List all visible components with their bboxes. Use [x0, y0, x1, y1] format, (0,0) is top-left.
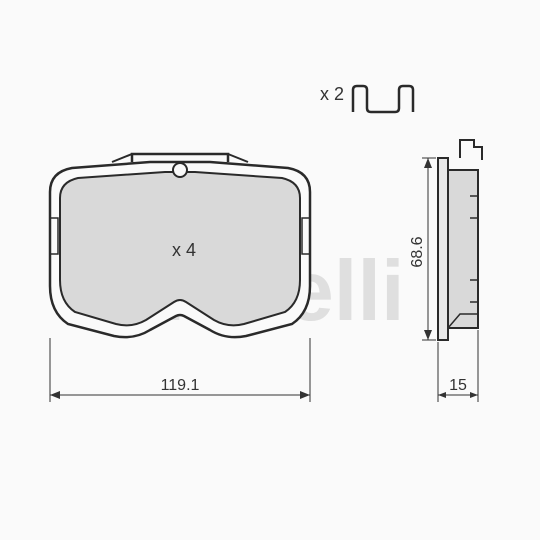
thickness-value: 15 — [449, 377, 467, 394]
front-qty-label: x 4 — [172, 240, 196, 260]
mounting-hole — [173, 163, 187, 177]
clip-drawing: x 2 — [320, 84, 413, 112]
side-view: 68.6 15 — [409, 140, 482, 402]
width-value: 119.1 — [161, 377, 200, 394]
side-backing — [438, 158, 448, 340]
side-friction — [448, 170, 478, 328]
height-dimension: 68.6 — [409, 158, 436, 340]
front-view: x 4 119.1 — [50, 154, 310, 402]
technical-diagram: metelli x 2 x 4 119.1 — [0, 0, 540, 540]
width-dimension: 119.1 — [50, 338, 310, 402]
clip-qty-label: x 2 — [320, 84, 344, 104]
height-value: 68.6 — [409, 236, 426, 267]
